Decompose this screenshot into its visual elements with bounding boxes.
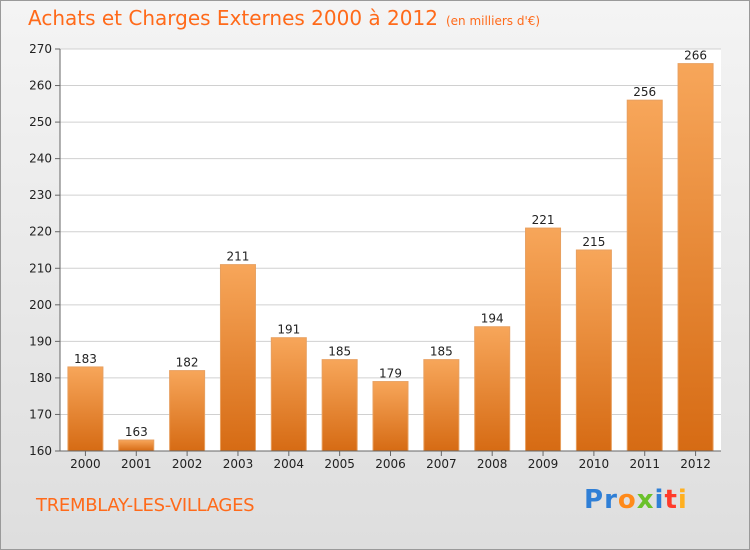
bar-2005	[321, 359, 358, 452]
y-tick-label: 220	[29, 225, 52, 239]
value-label-2006: 179	[379, 367, 402, 381]
value-label-2003: 211	[227, 250, 250, 264]
value-label-2007: 185	[430, 345, 453, 359]
bar-2012	[677, 63, 714, 452]
bar-2004	[270, 337, 307, 452]
y-tick-label: 170	[29, 407, 52, 421]
x-tick-label-2005: 2005	[324, 457, 355, 471]
y-tick-label: 270	[29, 42, 52, 56]
bar-2009	[525, 227, 562, 452]
y-tick-label: 250	[29, 115, 52, 129]
y-tick-label: 160	[29, 444, 52, 458]
y-tick-label: 200	[29, 298, 52, 312]
value-label-2011: 256	[633, 85, 656, 99]
x-tick-label-2001: 2001	[121, 457, 152, 471]
bar-2007	[423, 359, 460, 452]
x-tick-label-2003: 2003	[223, 457, 254, 471]
chart-subtitle: (en milliers d'€)	[445, 14, 541, 28]
x-tick-label-2004: 2004	[274, 457, 305, 471]
bar-2011	[626, 99, 663, 452]
y-tick-label: 180	[29, 371, 52, 385]
y-tick-label: 230	[29, 188, 52, 202]
value-label-2004: 191	[277, 323, 300, 337]
bar-2006	[372, 381, 409, 452]
y-tick-label: 260	[29, 79, 52, 93]
x-tick-label-2010: 2010	[579, 457, 610, 471]
x-tick-label-2012: 2012	[680, 457, 711, 471]
value-label-2000: 183	[74, 352, 97, 366]
value-label-2008: 194	[481, 312, 504, 326]
x-tick-label-2002: 2002	[172, 457, 203, 471]
x-tick-label-2009: 2009	[528, 457, 559, 471]
value-label-2012: 266	[684, 49, 707, 63]
value-label-2001: 163	[125, 425, 148, 439]
bar-2010	[575, 249, 612, 452]
x-tick-label-2011: 2011	[629, 457, 660, 471]
proxiti-logo: Proxiti	[584, 485, 688, 515]
chart-title-text: Achats et Charges Externes 2000 à 2012	[28, 6, 438, 30]
x-tick-label-2000: 2000	[70, 457, 101, 471]
bar-2000	[67, 366, 104, 452]
x-tick-label-2006: 2006	[375, 457, 406, 471]
x-tick-label-2008: 2008	[477, 457, 508, 471]
chart-title: Achats et Charges Externes 2000 à 2012 (e…	[28, 6, 540, 30]
bar-2001	[118, 439, 155, 452]
y-tick-label: 240	[29, 152, 52, 166]
bar-2002	[169, 370, 206, 452]
commune-name: TREMBLAY-LES-VILLAGES	[36, 495, 255, 516]
x-tick-label-2007: 2007	[426, 457, 457, 471]
value-label-2009: 221	[532, 213, 555, 227]
value-label-2010: 215	[582, 235, 605, 249]
bar-2003	[219, 264, 256, 452]
y-tick-label: 210	[29, 261, 52, 275]
value-label-2005: 185	[328, 345, 351, 359]
value-label-2002: 182	[176, 356, 199, 370]
y-tick-label: 190	[29, 334, 52, 348]
bar-2008	[474, 326, 511, 452]
